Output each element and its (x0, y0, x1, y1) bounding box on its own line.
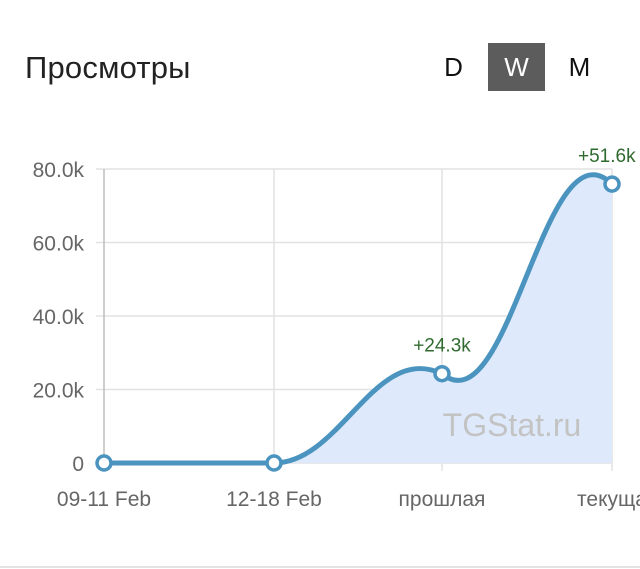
widget-title: Просмотры (25, 50, 191, 85)
period-tab-week[interactable]: W (488, 43, 545, 91)
data-point (603, 175, 621, 193)
watermark: TGStat.ru (443, 407, 582, 443)
x-tick-label: 12-18 Feb (226, 488, 322, 511)
y-tick-label: 40.0k (33, 306, 85, 329)
period-tab-day[interactable]: D (444, 51, 463, 82)
y-tick-label: 60.0k (33, 233, 85, 256)
data-point (433, 364, 451, 383)
data-point (265, 454, 283, 472)
y-tick-label: 0 (72, 453, 84, 476)
y-tick-label: 20.0k (33, 380, 85, 403)
series-area (104, 174, 612, 463)
data-label: +24.3k (413, 336, 471, 357)
x-tick-label: 09-11 Feb (57, 488, 151, 511)
period-tabs: D W M (425, 43, 614, 91)
x-tick-label: прошлая (399, 488, 486, 511)
divider (0, 566, 640, 568)
data-point (95, 454, 113, 472)
series-line (101, 172, 615, 466)
period-tab-month[interactable]: M (568, 51, 591, 82)
y-tick-label: 80.0k (33, 159, 85, 182)
data-label: +51.6k (578, 146, 636, 167)
x-tick-label: текуща (577, 488, 640, 511)
